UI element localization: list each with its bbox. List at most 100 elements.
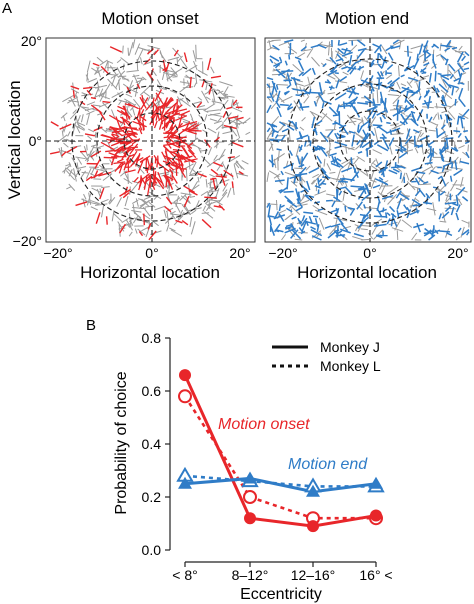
gray-trace bbox=[373, 229, 384, 240]
end-trace bbox=[425, 193, 431, 199]
end-trace bbox=[407, 76, 419, 82]
gray-trace bbox=[371, 218, 383, 226]
gray-trace bbox=[101, 198, 109, 203]
gray-trace bbox=[120, 57, 130, 65]
onset-trace bbox=[166, 124, 177, 138]
gray-trace bbox=[130, 220, 134, 226]
gray-trace bbox=[189, 216, 193, 227]
gray-trace bbox=[272, 92, 278, 99]
gray-trace bbox=[391, 124, 403, 130]
end-trace bbox=[379, 116, 383, 123]
gray-trace bbox=[197, 147, 202, 154]
onset-trace bbox=[143, 174, 148, 190]
gray-trace bbox=[212, 90, 216, 103]
onset-trace bbox=[185, 121, 198, 126]
end-trace bbox=[439, 114, 443, 120]
onset-trace bbox=[115, 116, 122, 130]
gray-trace bbox=[179, 211, 185, 218]
end-trace bbox=[335, 234, 346, 237]
end-trace bbox=[372, 43, 380, 48]
end-trace bbox=[385, 212, 388, 219]
end-trace bbox=[390, 45, 401, 50]
onset-trace bbox=[121, 144, 134, 153]
gray-trace bbox=[326, 150, 331, 159]
gray-trace bbox=[94, 86, 100, 99]
onset-trace bbox=[94, 158, 101, 169]
end-trace bbox=[422, 101, 432, 105]
end-trace bbox=[337, 47, 345, 55]
gray-trace bbox=[460, 176, 464, 188]
end-trace bbox=[359, 140, 364, 149]
panel-b-label: B bbox=[86, 317, 96, 334]
end-trace bbox=[461, 55, 467, 62]
gray-trace bbox=[290, 104, 298, 114]
end-trace bbox=[396, 210, 400, 219]
gray-trace bbox=[88, 128, 95, 133]
gray-trace bbox=[326, 193, 335, 197]
gray-trace bbox=[415, 140, 418, 148]
gray-trace bbox=[439, 220, 447, 223]
gray-trace bbox=[342, 71, 349, 76]
gray-trace bbox=[398, 40, 402, 50]
end-trace bbox=[316, 155, 323, 164]
end-trace bbox=[301, 67, 312, 77]
end-trace bbox=[441, 211, 450, 219]
gray-trace bbox=[360, 228, 368, 231]
end-trace bbox=[401, 86, 414, 93]
annotation-motion-end: Motion end bbox=[288, 456, 368, 473]
end-trace bbox=[280, 204, 285, 208]
gray-trace bbox=[132, 39, 136, 49]
gray-trace bbox=[139, 200, 150, 209]
end-trace bbox=[464, 51, 470, 57]
end-trace bbox=[268, 215, 275, 218]
gray-trace bbox=[147, 45, 161, 50]
end-trace bbox=[357, 125, 363, 134]
motion-onset-frame bbox=[45, 37, 256, 243]
onset-trace bbox=[223, 124, 237, 130]
gray-trace bbox=[190, 221, 196, 235]
end-trace bbox=[386, 121, 391, 125]
gray-trace bbox=[134, 228, 138, 234]
gray-trace bbox=[77, 104, 90, 113]
gray-trace bbox=[435, 123, 439, 130]
gray-trace bbox=[207, 127, 217, 134]
end-trace bbox=[451, 163, 454, 169]
end-trace bbox=[440, 175, 447, 187]
gray-trace bbox=[192, 50, 197, 62]
onset-trace bbox=[99, 187, 105, 200]
gray-trace bbox=[215, 178, 218, 187]
onset-trace bbox=[159, 109, 164, 125]
end-trace bbox=[343, 47, 348, 55]
end-trace bbox=[269, 55, 280, 62]
gray-trace bbox=[85, 167, 92, 179]
end-trace bbox=[280, 170, 284, 176]
gray-trace bbox=[100, 205, 105, 218]
gray-trace bbox=[92, 167, 106, 172]
end-trace bbox=[299, 105, 310, 109]
end-trace bbox=[444, 201, 457, 205]
end-trace bbox=[341, 66, 349, 70]
end-trace bbox=[348, 54, 353, 66]
onset-trace bbox=[210, 177, 217, 180]
onset-trace bbox=[167, 177, 174, 190]
gray-trace bbox=[290, 180, 298, 187]
gray-trace bbox=[309, 110, 323, 118]
end-trace bbox=[286, 124, 295, 131]
gray-trace bbox=[115, 77, 121, 89]
end-trace bbox=[388, 169, 398, 175]
end-trace bbox=[321, 102, 325, 109]
onset-trace bbox=[218, 204, 225, 211]
end-trace bbox=[311, 67, 316, 76]
gray-trace bbox=[281, 234, 286, 241]
onset-trace bbox=[154, 176, 165, 190]
onset-trace bbox=[163, 145, 169, 152]
end-trace bbox=[359, 213, 369, 217]
onset-trace bbox=[125, 169, 136, 174]
end-trace bbox=[266, 76, 274, 81]
gray-trace bbox=[278, 41, 289, 47]
end-trace bbox=[412, 204, 422, 207]
gray-trace bbox=[356, 155, 366, 162]
end-trace bbox=[413, 58, 420, 70]
end-trace bbox=[375, 178, 388, 185]
onset-trace bbox=[141, 114, 146, 122]
